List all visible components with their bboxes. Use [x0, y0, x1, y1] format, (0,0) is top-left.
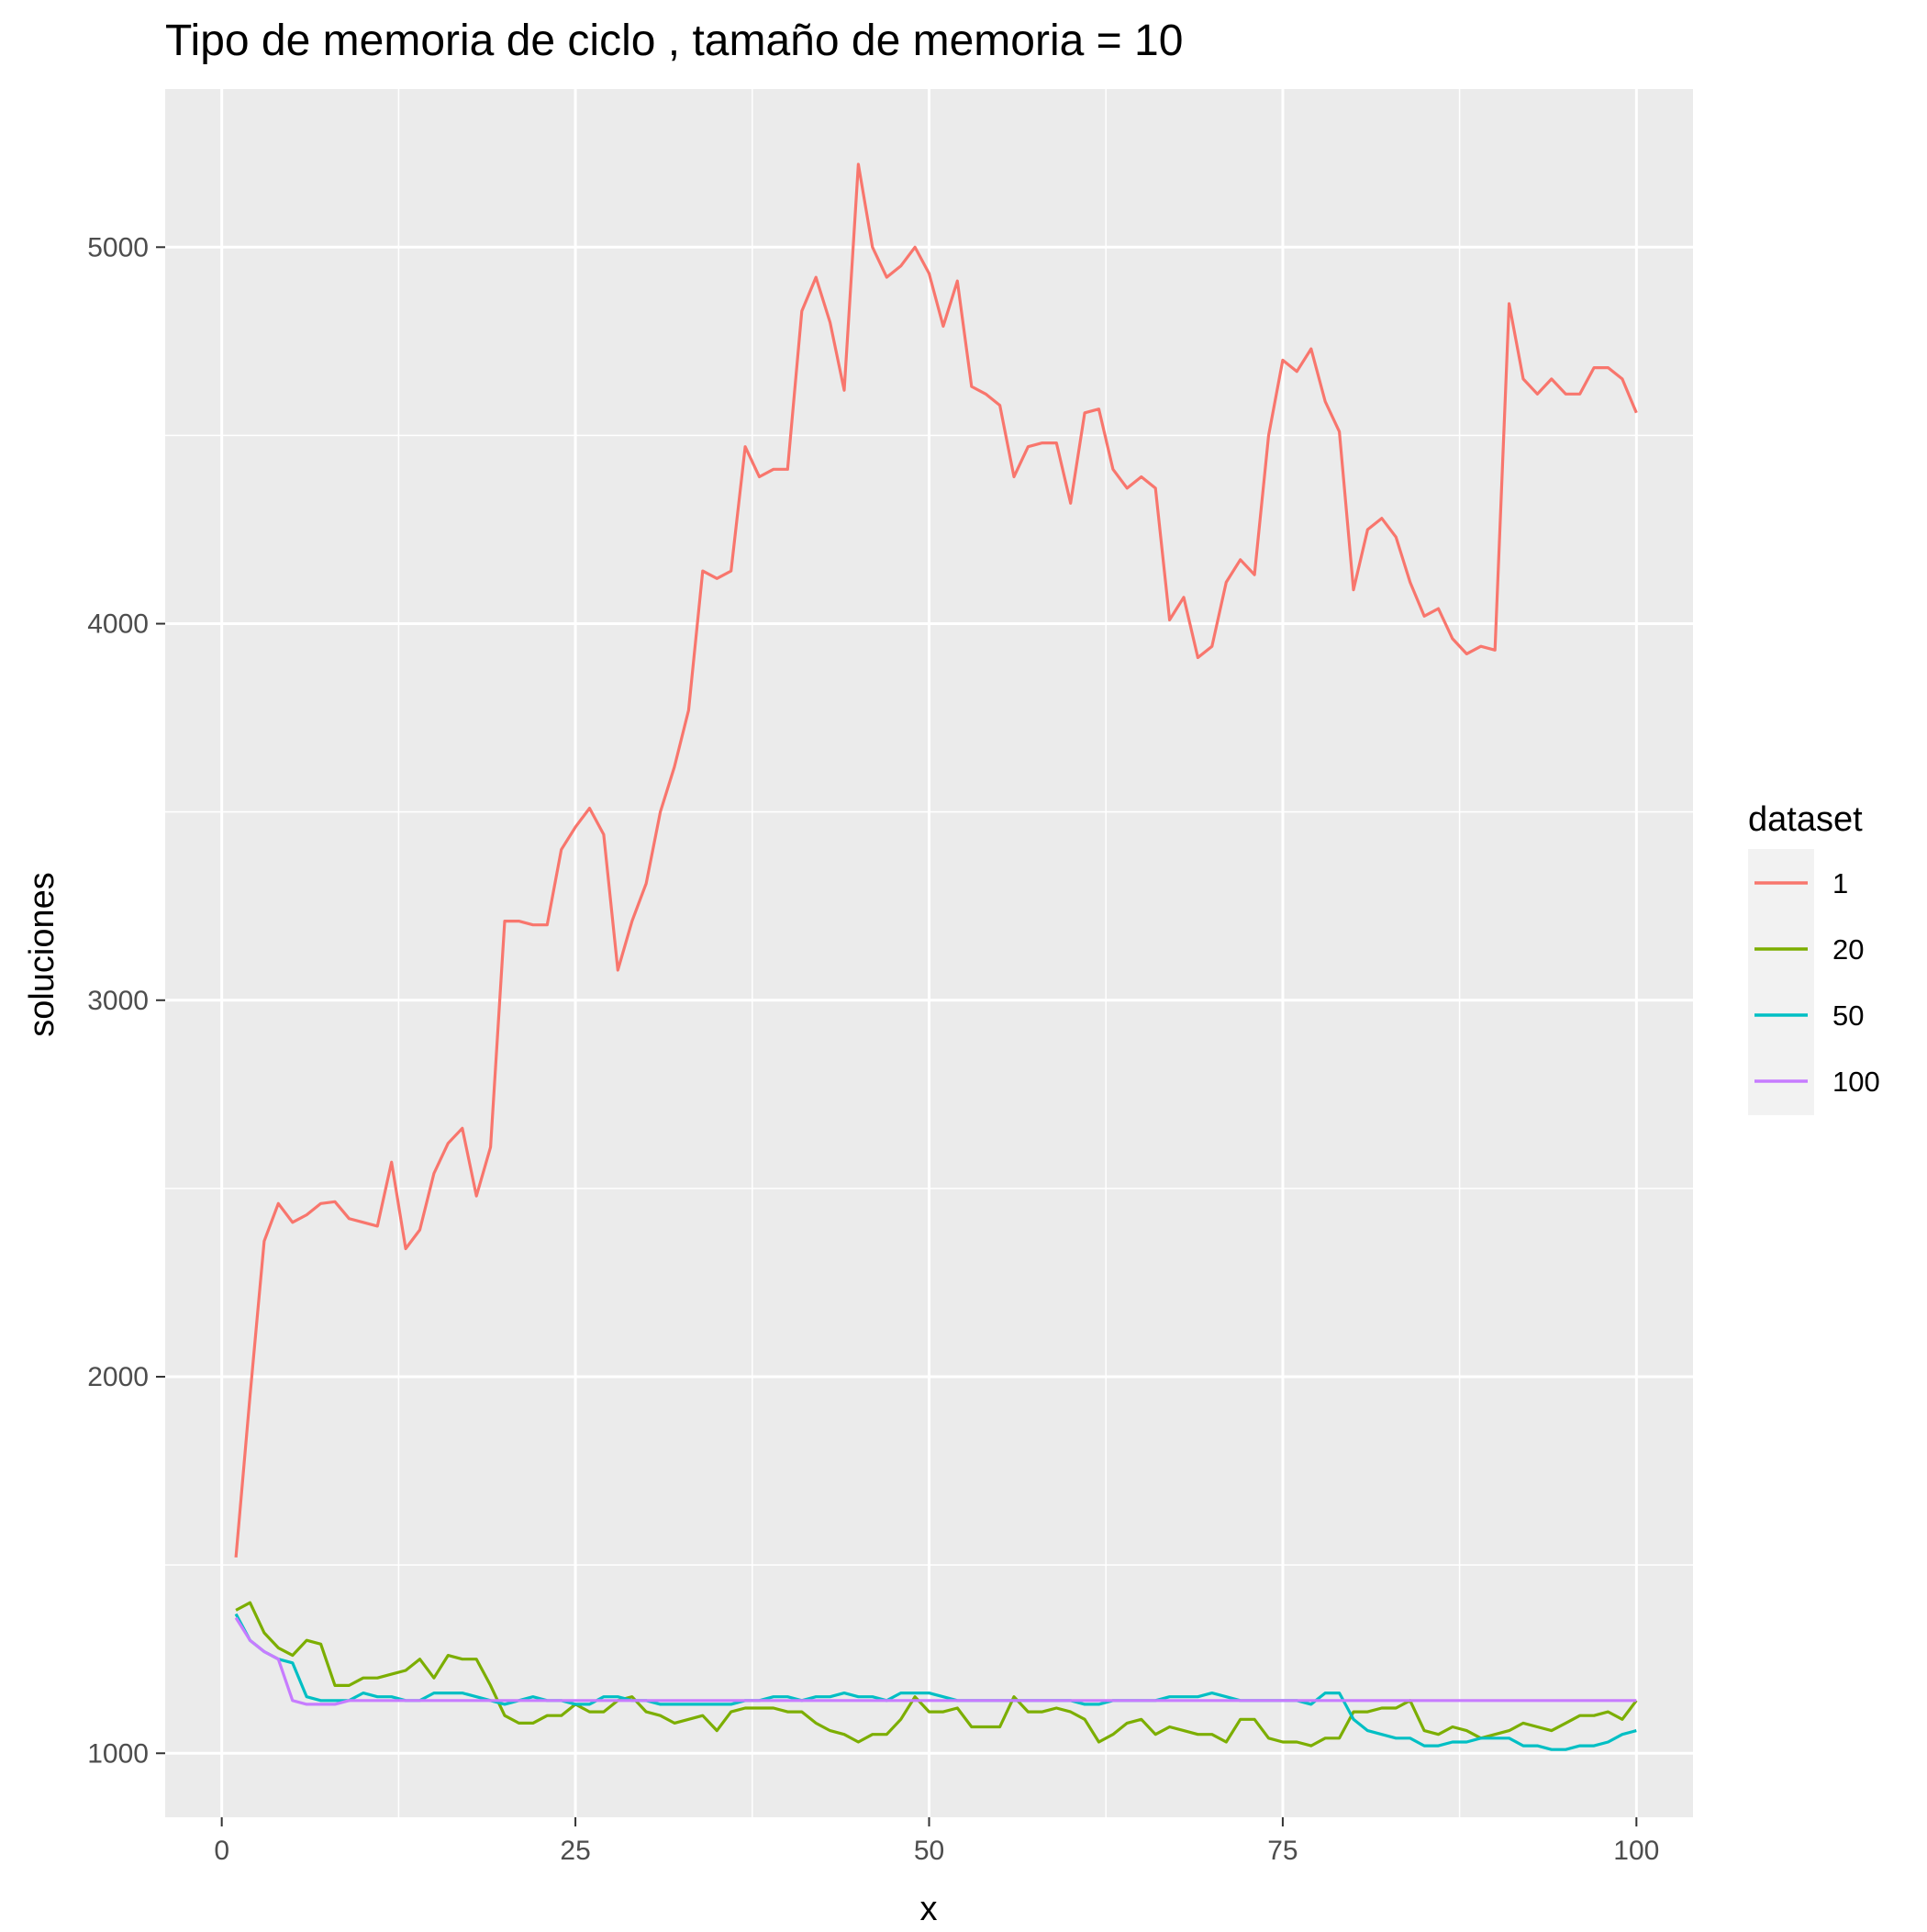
legend-title: dataset [1748, 800, 1863, 839]
x-tick-label: 75 [1267, 1836, 1298, 1866]
x-tick-label: 25 [560, 1836, 590, 1866]
x-tick-label: 100 [1613, 1836, 1659, 1866]
legend-label-100: 100 [1832, 1066, 1880, 1098]
y-tick-label: 2000 [87, 1362, 149, 1392]
grid-lines [165, 89, 1693, 1817]
axes: 0 25 50 75 100 1000 2000 3000 4000 5000 [87, 232, 1659, 1866]
series-line-100 [234, 1616, 1637, 1706]
y-axis-label: soluciones [23, 872, 61, 1037]
legend-label-1: 1 [1832, 867, 1848, 899]
series-lines [234, 162, 1638, 1751]
series-line-1 [234, 162, 1638, 1558]
y-tick-label: 5000 [87, 232, 149, 262]
x-axis-label: x [920, 1890, 938, 1927]
legend-key-background [1748, 849, 1814, 1115]
chart-title: Tipo de memoria de ciclo , tamaño de mem… [165, 17, 1183, 65]
series-line-20 [235, 1601, 1638, 1748]
x-tick-label: 0 [214, 1836, 229, 1866]
legend: dataset 1 20 50 100 [1748, 800, 1880, 1115]
series-line-50 [234, 1613, 1637, 1751]
y-tick-label: 1000 [87, 1738, 149, 1769]
y-tick-label: 3000 [87, 986, 149, 1016]
y-tick-label: 4000 [87, 609, 149, 640]
legend-label-20: 20 [1832, 933, 1864, 966]
legend-label-50: 50 [1832, 1000, 1864, 1032]
x-tick-label: 50 [914, 1836, 944, 1866]
